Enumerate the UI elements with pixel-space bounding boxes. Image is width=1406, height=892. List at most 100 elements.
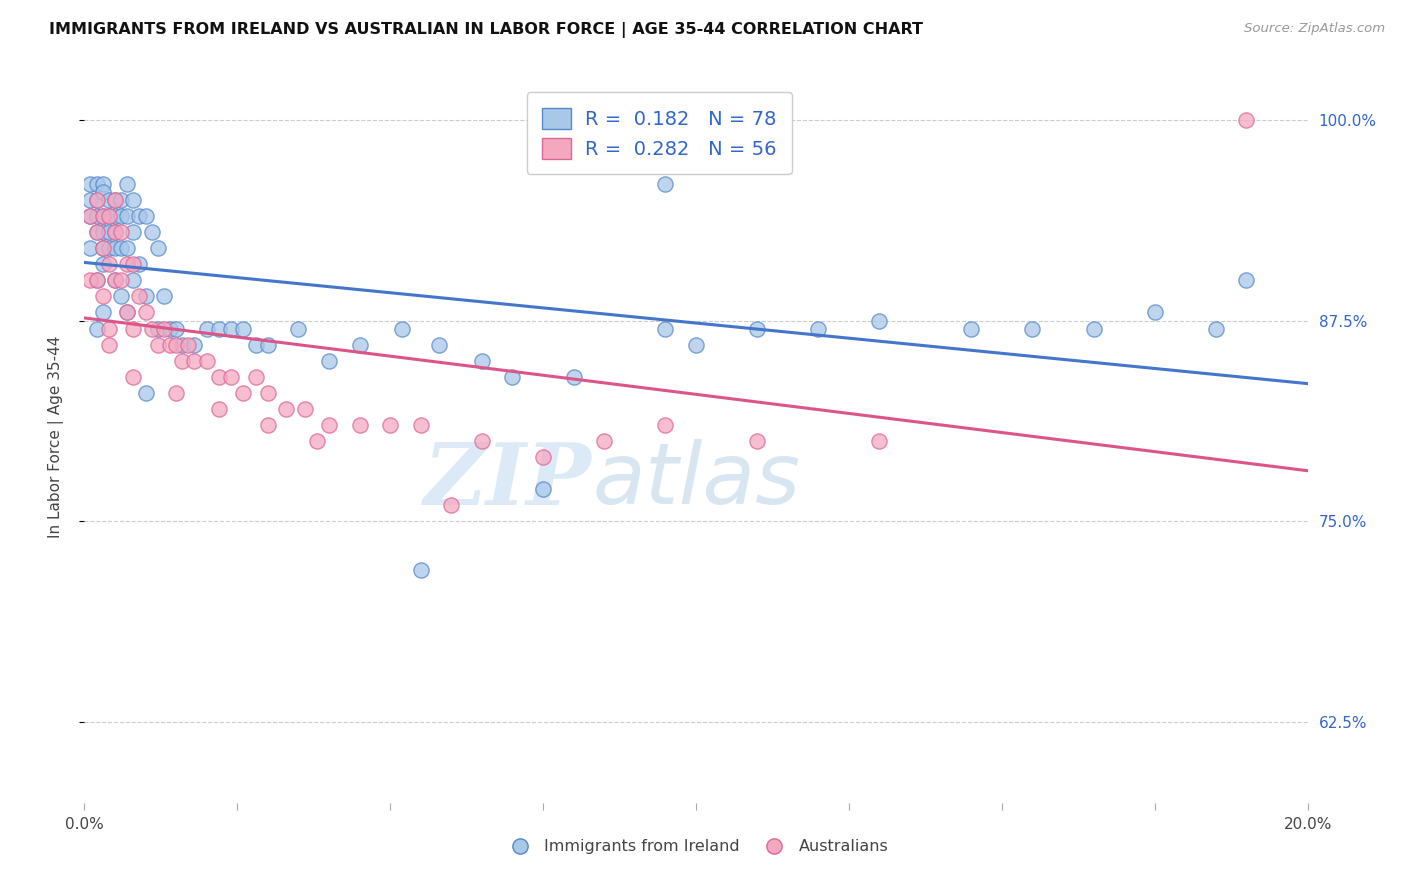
Point (79, 209, 101, 223)
Y-axis label: In Labor Force | Age 35-44: In Labor Force | Age 35-44 (48, 336, 63, 538)
Point (110, 193, 132, 207)
Point (97, 209, 120, 223)
Point (195, 321, 218, 335)
Point (86, 225, 108, 239)
Point (79, 273, 101, 287)
Point (86, 273, 108, 287)
Point (122, 369, 145, 384)
Point (122, 225, 145, 239)
Point (86, 177, 108, 191)
Point (1236, 273, 1258, 287)
Point (97, 257, 120, 271)
Text: IMMIGRANTS FROM IRELAND VS AUSTRALIAN IN LABOR FORCE | AGE 35-44 CORRELATION CHA: IMMIGRANTS FROM IRELAND VS AUSTRALIAN IN… (49, 22, 924, 38)
Point (110, 225, 132, 239)
Point (104, 209, 127, 223)
Legend: Immigrants from Ireland, Australians: Immigrants from Ireland, Australians (498, 833, 894, 861)
Point (208, 369, 231, 384)
Point (91, 241, 114, 255)
Point (91, 241, 114, 255)
Point (1143, 305, 1166, 319)
Point (219, 369, 242, 384)
Point (86, 209, 108, 223)
Point (79, 209, 101, 223)
Point (141, 321, 163, 335)
Point (135, 209, 157, 223)
Point (807, 321, 830, 335)
Point (115, 257, 138, 271)
Point (153, 289, 176, 303)
Point (79, 193, 101, 207)
Point (97, 209, 120, 223)
Point (183, 337, 205, 351)
Point (305, 434, 328, 449)
Point (177, 337, 200, 351)
Point (135, 305, 157, 319)
Point (110, 241, 132, 255)
Point (91, 289, 114, 303)
Point (654, 321, 676, 335)
Point (146, 241, 169, 255)
Point (153, 321, 176, 335)
Point (128, 257, 150, 271)
Point (141, 225, 163, 239)
Point (110, 289, 132, 303)
Point (128, 289, 150, 303)
Point (104, 273, 127, 287)
Point (91, 209, 114, 223)
Point (135, 385, 157, 400)
Point (685, 337, 707, 351)
Point (91, 257, 114, 271)
Point (232, 321, 254, 335)
Point (122, 273, 145, 287)
Point (97, 321, 120, 335)
Point (165, 385, 187, 400)
Point (115, 305, 138, 319)
Point (869, 434, 891, 449)
Point (115, 305, 138, 319)
Point (294, 401, 316, 416)
Point (159, 321, 181, 335)
Point (245, 337, 267, 351)
Point (531, 483, 554, 497)
Text: ZIP: ZIP (425, 439, 592, 523)
Text: atlas: atlas (592, 440, 800, 523)
Point (195, 353, 218, 368)
Point (654, 417, 676, 432)
Point (104, 273, 127, 287)
Point (471, 434, 494, 449)
Point (257, 385, 280, 400)
Point (232, 385, 254, 400)
Point (165, 321, 187, 335)
Point (183, 353, 205, 368)
Point (747, 434, 769, 449)
Point (318, 417, 340, 432)
Point (115, 177, 138, 191)
Point (1236, 112, 1258, 127)
Point (104, 241, 127, 255)
Point (122, 193, 145, 207)
Point (91, 177, 114, 191)
Point (593, 434, 616, 449)
Text: Source: ZipAtlas.com: Source: ZipAtlas.com (1244, 22, 1385, 36)
Point (349, 417, 371, 432)
Point (172, 337, 194, 351)
Point (531, 450, 554, 465)
Point (747, 321, 769, 335)
Point (86, 225, 108, 239)
Point (276, 401, 298, 416)
Point (380, 417, 402, 432)
Point (391, 321, 413, 335)
Point (257, 337, 280, 351)
Point (471, 353, 494, 368)
Point (91, 185, 114, 199)
Point (427, 337, 450, 351)
Point (104, 193, 127, 207)
Point (440, 499, 463, 513)
Point (128, 209, 150, 223)
Point (502, 369, 524, 384)
Point (960, 321, 983, 335)
Point (135, 289, 157, 303)
Point (165, 337, 187, 351)
Point (104, 225, 127, 239)
Point (172, 353, 194, 368)
